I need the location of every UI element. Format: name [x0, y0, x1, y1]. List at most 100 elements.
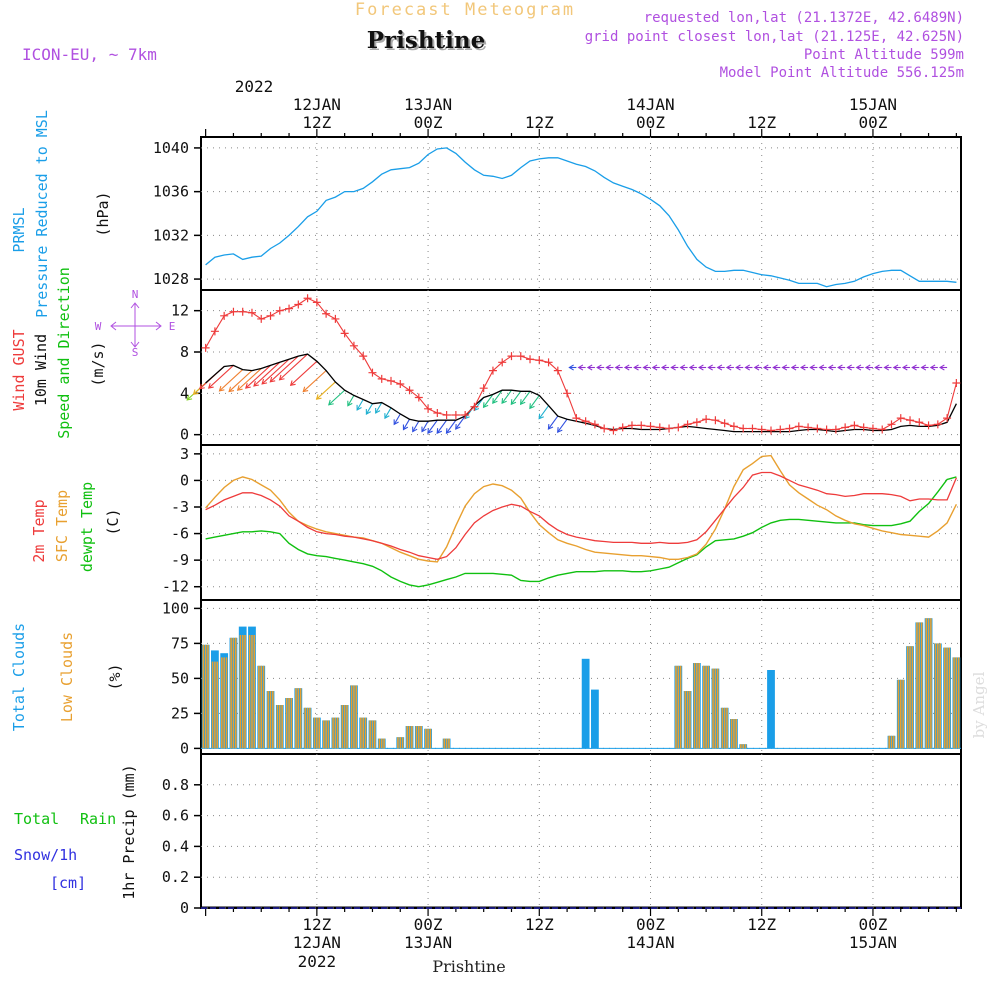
temp-tick-label: -12 — [162, 578, 189, 596]
wind-arrow — [412, 420, 420, 432]
bottom-hour-label: 12Z — [525, 915, 554, 934]
wind-arrow-head — [725, 364, 732, 371]
wind-arrow-head — [818, 364, 825, 371]
wind-arrow-head — [883, 364, 890, 371]
gust-marker — [887, 420, 896, 429]
wind-arrow — [384, 407, 392, 419]
gust-marker — [609, 426, 618, 435]
sfc-temp-label: SFC Temp — [53, 490, 71, 562]
wind-arrow-head — [510, 399, 517, 406]
top-day-label: 14JAN — [626, 95, 674, 114]
gust-marker — [414, 393, 423, 402]
wind-arrow-head — [846, 364, 852, 371]
gust-marker — [553, 366, 562, 375]
top-day-label: 15JAN — [849, 95, 897, 114]
gust-marker — [794, 422, 803, 431]
wind-arrow-head — [482, 402, 489, 409]
precip-panel-frame — [200, 753, 962, 909]
cloud-labels: Total Clouds Low Clouds (%) — [10, 623, 124, 731]
gust-marker — [804, 423, 813, 432]
gust-marker — [322, 309, 331, 318]
gust-marker — [841, 423, 850, 432]
wind-arrow-head — [393, 419, 399, 426]
wind-arrow-head — [557, 427, 563, 433]
wind-arrow-head — [302, 386, 309, 393]
wind-arrow-head — [716, 364, 723, 371]
wind-arrow-head — [245, 383, 251, 389]
gust-marker — [563, 389, 572, 398]
wind-units: (m/s) — [89, 341, 107, 386]
compass-rose-icon — [110, 302, 162, 348]
temp-tick-label: -3 — [171, 498, 189, 516]
wind-arrow — [328, 389, 346, 406]
rain-label: Rain — [80, 810, 116, 828]
precip-tick-label: 0.6 — [162, 807, 189, 825]
prmsl-label: PRMSL — [10, 207, 28, 252]
top-hour-label: 12Z — [525, 113, 554, 132]
wind-arrow-head — [347, 400, 353, 407]
wind-arrow — [245, 365, 271, 389]
temp-labels: 2m Temp SFC Temp dewpt Temp (C) — [30, 482, 122, 572]
gust-marker — [748, 424, 757, 433]
gust-marker — [396, 380, 405, 389]
wind-arrow-head — [855, 364, 862, 371]
wind-arrow-head — [421, 426, 427, 433]
gust-marker — [247, 308, 256, 317]
wind-series — [201, 294, 961, 435]
wind-arrow-head — [864, 364, 871, 371]
wind-arrow — [237, 368, 262, 391]
gust-marker — [451, 411, 460, 420]
wind-arrow-head — [529, 403, 535, 410]
gust-marker — [785, 424, 794, 433]
model-altitude: Model Point Altitude 556.125m — [720, 65, 964, 81]
temp-tick-label: -6 — [171, 525, 189, 543]
wind-arrow-head — [315, 394, 322, 400]
gust-marker — [368, 368, 377, 377]
wind-arrow — [208, 365, 234, 389]
dewpt-label: dewpt Temp — [78, 482, 96, 572]
wind-arrow — [253, 361, 281, 387]
wind-arrow-head — [892, 364, 899, 371]
prmsl-line — [205, 147, 957, 288]
wind-arrow — [219, 369, 244, 392]
temp2m-label: 2m Temp — [30, 499, 48, 562]
gust-marker — [665, 424, 674, 433]
wind-arrow — [316, 381, 336, 400]
wind-arrow — [421, 420, 429, 432]
gust-marker — [498, 358, 507, 367]
dewpt-line — [205, 476, 957, 588]
wind-arrow-head — [278, 374, 285, 381]
wind-arrow — [455, 415, 466, 430]
wind-tick-label: 0 — [180, 426, 189, 444]
wind-arrow — [529, 395, 540, 409]
wind-arrow-head — [679, 364, 686, 371]
wind-arrow — [302, 370, 327, 392]
gust-marker — [600, 424, 609, 433]
wind-arrow-head — [781, 364, 788, 371]
gust-marker — [692, 418, 701, 427]
gust-marker — [637, 421, 646, 430]
wind-arrow-head — [623, 364, 630, 371]
wind-arrow — [436, 419, 448, 434]
wind-arrow — [446, 419, 457, 434]
low-clouds-label: Low Clouds — [58, 632, 76, 722]
wind-arrow — [427, 419, 438, 434]
wind-arrow-head — [236, 385, 243, 391]
wind-arrow-head — [901, 364, 908, 371]
gust-marker — [479, 384, 488, 393]
wind-arrow-head — [762, 364, 769, 371]
model-label: ICON-EU, ~ 7km — [22, 45, 157, 64]
gust-marker — [739, 424, 748, 433]
total-cloud-bar — [591, 689, 599, 749]
wind-arrow — [347, 395, 355, 407]
gust-marker — [720, 419, 729, 428]
wind-arrow-head — [707, 364, 713, 371]
wind-arrow-head — [837, 364, 843, 371]
bottom-hour-label: 12Z — [747, 915, 776, 934]
top-year-label: 2022 — [235, 77, 274, 96]
temperature-series — [205, 454, 958, 588]
wind-arrow — [403, 418, 411, 430]
gust-marker — [729, 422, 738, 431]
precip-series — [201, 906, 961, 909]
wind-arrow — [492, 389, 503, 404]
